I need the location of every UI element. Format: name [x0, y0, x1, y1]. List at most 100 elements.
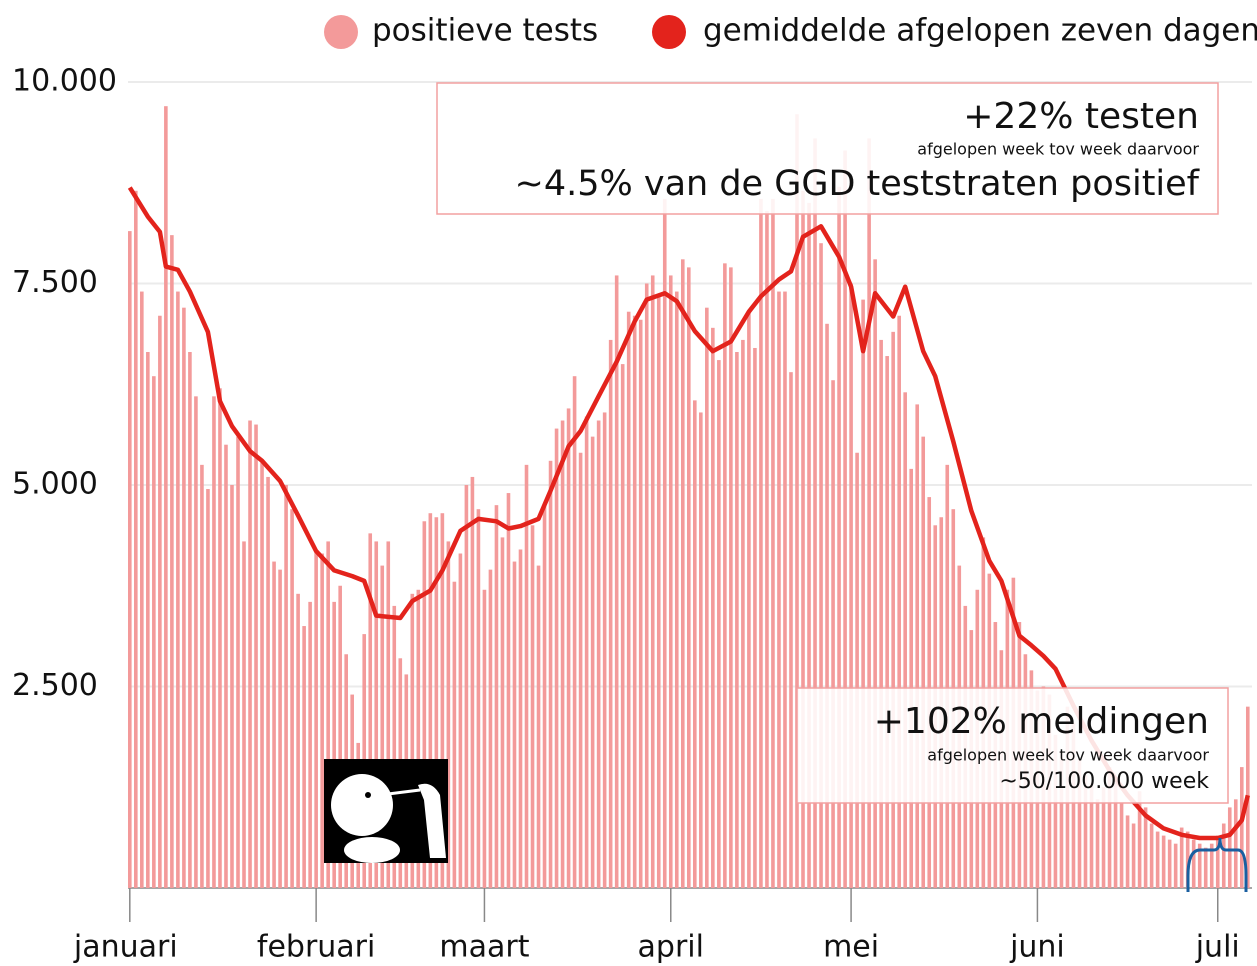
bar [170, 235, 174, 888]
bar [1071, 722, 1076, 888]
bar [705, 307, 709, 888]
bar [1191, 839, 1196, 888]
bar [458, 553, 463, 888]
bar [656, 295, 661, 889]
bar [536, 565, 541, 888]
bar [260, 460, 264, 888]
bar [891, 331, 895, 888]
bar [795, 114, 799, 889]
bar [476, 509, 481, 888]
bar [1215, 835, 1220, 888]
bar [1233, 799, 1238, 888]
bar [1239, 767, 1244, 888]
bar [1179, 827, 1184, 888]
bar [693, 400, 697, 888]
x-tick-label: januari [73, 930, 178, 965]
bar [566, 408, 571, 888]
bar [236, 436, 240, 888]
bar [248, 420, 252, 888]
bar [626, 311, 631, 889]
y-tick-label: 7.500 [12, 265, 98, 300]
bar [747, 311, 751, 889]
bar [560, 420, 565, 888]
bar [206, 489, 210, 888]
bar [368, 533, 373, 888]
bar [278, 569, 282, 888]
bar [921, 436, 926, 888]
bar [819, 243, 823, 888]
annotation-text: ~50/100.000 week [999, 769, 1209, 794]
bar [662, 198, 667, 888]
bar [326, 541, 330, 888]
bar [314, 549, 318, 888]
bar [1131, 823, 1136, 888]
bar [320, 553, 324, 888]
bar [1053, 734, 1058, 888]
bar [392, 605, 397, 888]
bar [572, 376, 577, 888]
bar [668, 275, 673, 888]
annotation-subtitle: afgelopen week tov week daarvoor [917, 140, 1199, 159]
x-tick-label: februari [257, 930, 375, 965]
bar [194, 396, 198, 888]
bar [578, 452, 583, 888]
bar [596, 420, 601, 888]
bar [644, 283, 649, 888]
bar [224, 444, 228, 888]
bar [608, 339, 613, 888]
bar [494, 505, 499, 888]
bar [867, 138, 871, 889]
bar [434, 517, 439, 888]
bar [296, 593, 300, 888]
bar [446, 541, 451, 888]
bar [873, 259, 877, 888]
bar [488, 569, 493, 888]
legend-label: positieve tests [372, 13, 598, 49]
bar [849, 283, 853, 888]
x-tick-label: mei [823, 930, 879, 965]
bar [290, 509, 294, 888]
bar [212, 396, 216, 888]
bar [735, 352, 739, 888]
bar [590, 436, 595, 888]
bar [632, 315, 637, 888]
bar [897, 315, 901, 888]
bar [158, 315, 162, 888]
bar [1173, 843, 1178, 888]
bar [1119, 803, 1124, 888]
bar [302, 626, 306, 888]
bar [542, 505, 547, 888]
bar [807, 202, 811, 888]
bar [861, 299, 865, 888]
bar [741, 339, 745, 888]
bar [428, 513, 433, 888]
bar [1113, 783, 1118, 888]
bar [620, 364, 625, 889]
bar [789, 372, 793, 888]
bar [638, 319, 643, 888]
bar [308, 601, 312, 888]
bar [614, 275, 619, 888]
bar [410, 593, 415, 888]
bar [230, 485, 234, 888]
bar [584, 416, 589, 888]
bar [134, 190, 138, 888]
bar [680, 259, 685, 888]
bar [518, 549, 523, 888]
bar [602, 412, 607, 888]
bracket [1186, 837, 1248, 892]
bar [813, 138, 817, 889]
bar [176, 291, 180, 888]
y-tick-label: 10.000 [12, 64, 117, 99]
bar [1101, 787, 1106, 888]
bar [674, 291, 679, 888]
bar [1095, 799, 1100, 888]
bar [1155, 831, 1160, 888]
bar [512, 561, 517, 888]
bar [128, 231, 132, 889]
bar [753, 347, 757, 889]
bar [218, 388, 222, 888]
bar [182, 307, 186, 888]
bar [1143, 807, 1148, 888]
